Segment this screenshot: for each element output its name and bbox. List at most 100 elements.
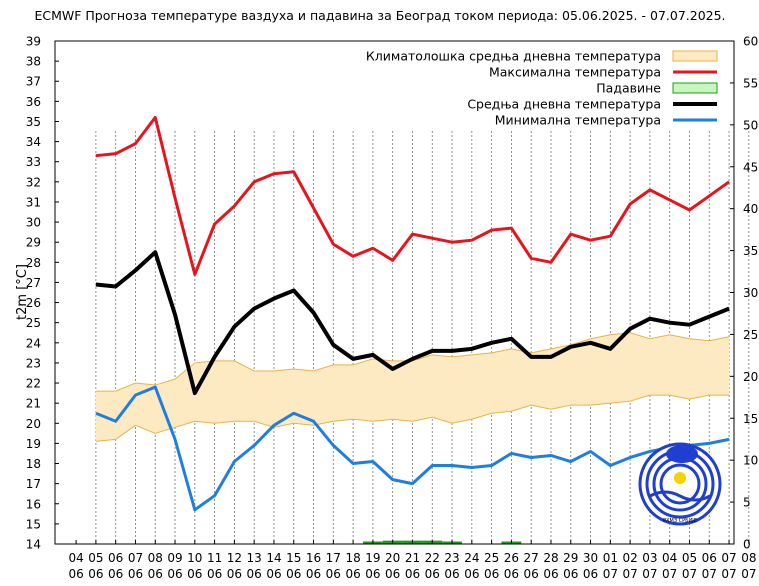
x-tick-label-day: 10 [187,551,202,565]
y-tick-label: 19 [26,437,41,451]
y-tick-label: 26 [26,296,41,310]
x-tick-label-month: 06 [247,567,262,581]
y-axis-label: t2m [°C] [15,264,30,320]
legend-label: Минимална температура [495,113,661,128]
x-tick-label-month: 06 [504,567,519,581]
x-tick-label-day: 28 [543,551,558,565]
x-tick-label-month: 06 [326,567,341,581]
logo-wave [649,490,711,502]
y-tick-label: 27 [26,276,41,290]
x-tick-label-day: 06 [108,551,123,565]
x-tick-label-day: 02 [622,551,637,565]
x-tick-label-month: 06 [425,567,440,581]
x-tick-label-month: 06 [128,567,143,581]
x-tick-label-day: 14 [266,551,281,565]
x-tick-label-day: 21 [405,551,420,565]
max-temperature-line [95,115,730,276]
y2-tick-label: 0 [743,538,751,552]
y-tick-label: 28 [26,256,41,270]
legend-label: Средња дневна температура [467,97,661,112]
x-tick-label-month: 06 [543,567,558,581]
climatology-band [95,332,730,442]
y2-tick-label: 30 [743,286,758,300]
y2-tick-label: 5 [743,496,751,510]
x-tick-label-month: 06 [563,567,578,581]
y-tick-label: 21 [26,397,41,411]
y2-tick-label: 10 [743,454,758,468]
y-tick-label: 14 [26,538,41,552]
x-tick-label-day: 08 [148,551,163,565]
vertical-gridlines [95,131,750,544]
x-tick-label-month: 06 [148,567,163,581]
y-tick-label: 33 [26,155,41,169]
x-tick-label-day: 18 [345,551,360,565]
x-tick-label-month: 07 [642,567,657,581]
temperature-lines [95,115,730,512]
legend: Климатолошка средња дневна температураМа… [366,49,718,128]
x-tick-label-day: 12 [227,551,242,565]
x-tick-label-month: 06 [88,567,103,581]
x-tick-label-month: 06 [108,567,123,581]
x-tick-label-month: 06 [187,567,202,581]
y-tick-label: 38 [26,55,41,69]
climatology-lower-edge [95,394,730,442]
x-tick-label-day: 11 [207,551,222,565]
x-tick-label-month: 06 [484,567,499,581]
x-tick-label-day: 07 [128,551,143,565]
x-axis: 04 06 05 06 06 06 07 06 08 06 09 06 10 06 11 06 12 06 13 06… [68,540,756,581]
x-tick-label-month: 07 [741,567,756,581]
x-tick-label-month: 07 [603,567,618,581]
y-tick-label: 25 [26,316,41,330]
x-tick-label-day: 24 [464,551,479,565]
x-tick-label-day: 13 [247,551,262,565]
y2-tick-label: 40 [743,202,758,216]
x-tick-label-day: 23 [444,551,459,565]
logo-ring-4 [659,463,701,505]
x-tick-label-day: 27 [524,551,539,565]
x-tick-label-day: 26 [504,551,519,565]
x-tick-label-day: 19 [365,551,380,565]
x-tick-label-day: 09 [167,551,182,565]
y2-tick-label: 15 [743,412,758,426]
chart-title: ECMWF Прогноза температуре ваздуха и пад… [34,8,725,23]
x-tick-label-day: 25 [484,551,499,565]
x-tick-label-day: 03 [642,551,657,565]
rhmz-logo: РХМЗ СРБИЈЕ [638,442,722,526]
x-tick-label-month: 06 [365,567,380,581]
legend-label: Падавине [596,81,661,96]
x-tick-label-day: 07 [721,551,736,565]
y-tick-label: 35 [26,115,41,129]
logo-sun-icon [674,472,686,484]
x-tick-label-month: 06 [405,567,420,581]
x-tick-label-day: 08 [741,551,756,565]
y-tick-label: 29 [26,236,41,250]
y-tick-label: 32 [26,175,41,189]
left-y-axis: 14 15 16 17 18 19 20 21 22 23 24 25 26 27 28 29 30 31 32 33… [26,35,59,552]
y-tick-label: 17 [26,477,41,491]
x-tick-label-month: 06 [266,567,281,581]
x-tick-label-day: 06 [702,551,717,565]
x-tick-label-day: 20 [385,551,400,565]
legend-swatch [672,82,718,94]
y2-tick-label: 20 [743,370,758,384]
x-tick-label-day: 15 [286,551,301,565]
x-tick-label-month: 06 [345,567,360,581]
x-tick-label-month: 07 [702,567,717,581]
logo-cloud [666,445,698,463]
y-tick-label: 18 [26,457,41,471]
precipitation-bars [363,540,522,544]
x-tick-label-month: 06 [68,567,83,581]
y-tick-label: 22 [26,377,41,391]
y2-tick-label: 45 [743,160,758,174]
x-tick-label-month: 07 [622,567,637,581]
x-tick-label-day: 29 [563,551,578,565]
mean-temperature-line [95,250,730,396]
y-tick-label: 37 [26,75,41,89]
y-tick-label: 34 [26,135,41,149]
y2-tick-label: 55 [743,76,758,90]
y-tick-label: 36 [26,95,41,109]
x-tick-label-day: 05 [682,551,697,565]
y-tick-label: 16 [26,497,41,511]
x-tick-label-month: 06 [385,567,400,581]
x-tick-label-month: 06 [227,567,242,581]
